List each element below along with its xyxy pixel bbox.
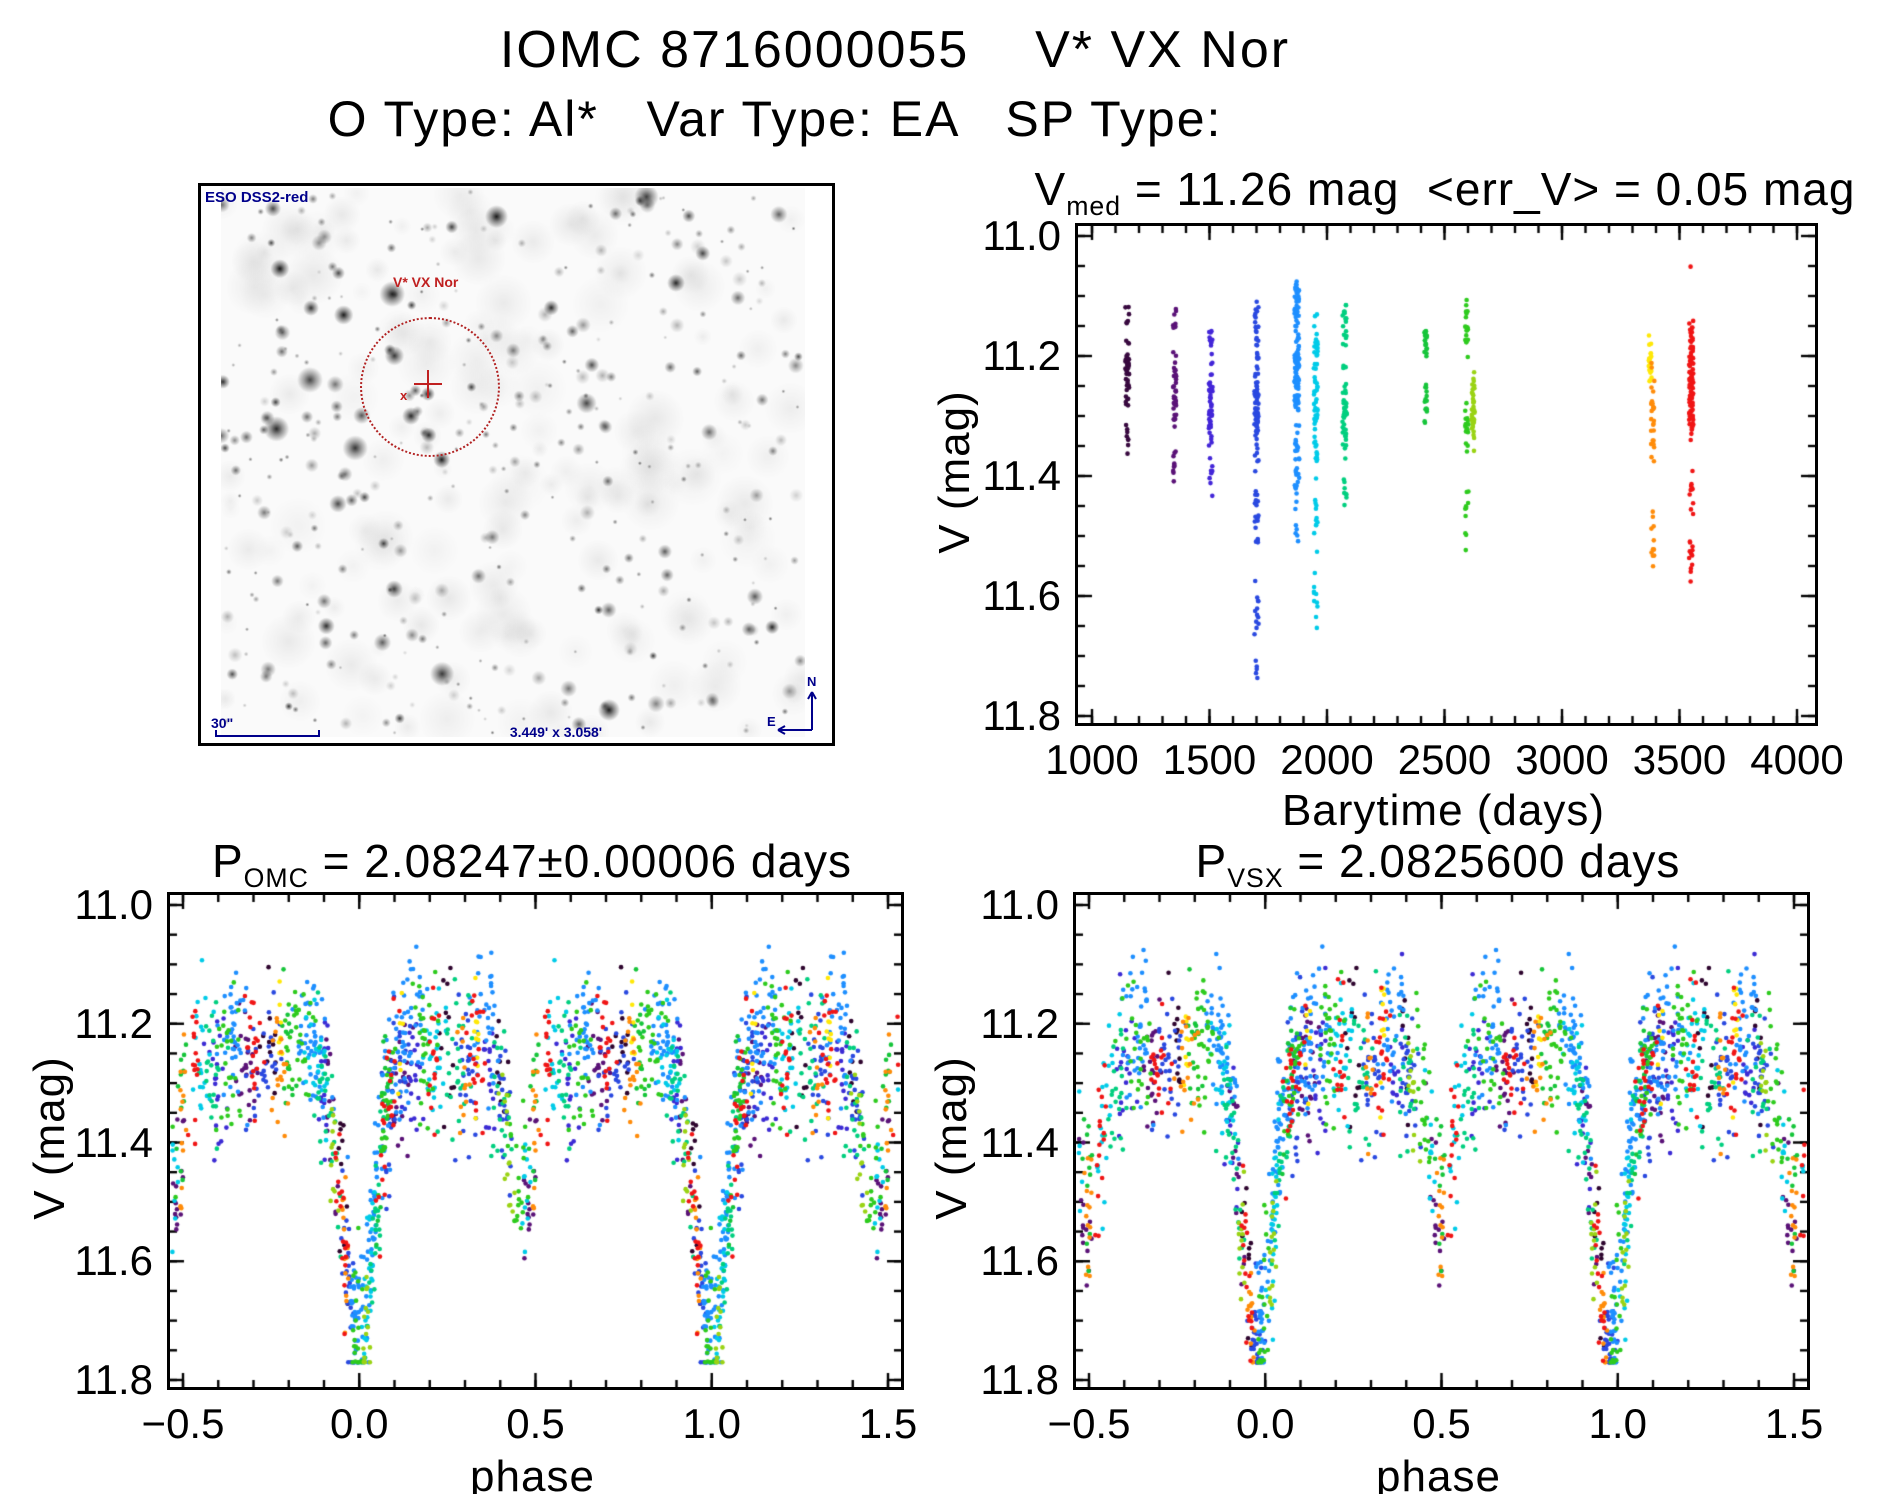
target-label: V* VX Nor [393, 274, 459, 290]
x-tick-label: 3000 [1515, 736, 1609, 783]
x-tick-label: 1500 [1162, 736, 1257, 783]
y-tick-label: 11.8 [982, 692, 1061, 739]
x-tick-label: 0.0 [1236, 1400, 1295, 1447]
phase-omc-plot: POMC = 2.08247±0.00006 days V (mag) phas… [0, 818, 945, 1494]
y-tick-label: 11.0 [982, 212, 1061, 259]
x-tick-label: 3500 [1632, 736, 1727, 783]
y-tick-label: 11.6 [980, 1237, 1059, 1285]
x-tick-label: −0.5 [141, 1400, 225, 1447]
phase-omc-scatter-canvas [170, 895, 901, 1387]
y-tick-label: 11.2 [74, 999, 153, 1047]
starfield-image [221, 188, 805, 737]
y-tick-label: 11.6 [982, 572, 1061, 619]
barytime-x-axis-label: Barytime (days) [1281, 786, 1606, 835]
phase-omc-plot-frame [167, 892, 904, 1390]
fov-label: 3.449' x 3.058' [509, 724, 603, 740]
x-tick-label: 0.5 [1412, 1400, 1471, 1447]
x-tick-label: 1.0 [682, 1400, 741, 1447]
x-tick-label: −0.5 [1047, 1400, 1131, 1447]
y-tick-label: 11.4 [74, 1118, 153, 1166]
compass-east-label: E [767, 714, 776, 729]
compass-icon: N E [767, 674, 817, 735]
x-tick-label: 1.5 [858, 1400, 918, 1447]
scale-bar [215, 730, 320, 737]
y-tick-label: 11.4 [980, 1118, 1059, 1166]
x-tick-label: 2000 [1280, 736, 1374, 783]
page-title: IOMC 8716000055 V* VX Nor [499, 21, 1291, 79]
y-tick-label: 11.0 [74, 881, 153, 928]
barytime-scatter-canvas [1078, 226, 1815, 723]
survey-label: ESO DSS2-red [205, 189, 309, 206]
target-x-marker: x [400, 388, 408, 403]
barytime-plot: Vmed = 11.26 mag <err_V> = 0.05 mag V (m… [900, 148, 1885, 838]
target-circle [360, 317, 500, 457]
y-tick-label: 11.8 [980, 1356, 1059, 1403]
y-tick-label: 11.8 [74, 1356, 153, 1403]
barytime-plot-frame [1075, 223, 1818, 726]
x-tick-label: 2500 [1397, 736, 1492, 783]
phase-omc-plot-title: POMC = 2.08247±0.00006 days [211, 835, 853, 894]
y-tick-label: 11.4 [982, 452, 1061, 499]
y-tick-label: 11.2 [982, 332, 1061, 379]
phase-vsx-plot-title: PVSX = 2.0825600 days [1195, 835, 1681, 894]
x-tick-label: 0.0 [330, 1400, 389, 1447]
page-subtitle: O Type: Al* Var Type: EA SP Type: [327, 91, 1223, 147]
target-crosshair [414, 383, 442, 385]
scalebar-label: 30" [211, 715, 234, 731]
compass-north-label: N [807, 674, 816, 689]
y-tick-label: 11.2 [980, 999, 1059, 1047]
x-tick-label: 0.5 [506, 1400, 565, 1447]
phase-vsx-plot: PVSX = 2.0825600 days V (mag) phase −0.5… [906, 818, 1889, 1494]
phase-omc-x-axis-label: phase [470, 1452, 595, 1494]
phase-vsx-plot-frame [1073, 892, 1810, 1390]
x-tick-label: 4000 [1750, 736, 1844, 783]
y-tick-label: 11.0 [980, 881, 1059, 928]
x-tick-label: 1.5 [1764, 1400, 1824, 1447]
phase-vsx-x-axis-label: phase [1376, 1452, 1501, 1494]
finder-chart: ESO DSS2-red V* VX Nor x 30" 3.449' x 3.… [198, 183, 835, 746]
phase-vsx-scatter-canvas [1076, 895, 1807, 1387]
x-tick-label: 1000 [1045, 736, 1139, 783]
y-tick-label: 11.6 [74, 1237, 153, 1285]
x-tick-label: 1.0 [1588, 1400, 1647, 1447]
barytime-plot-title: Vmed = 11.26 mag <err_V> = 0.05 mag [1034, 163, 1856, 222]
